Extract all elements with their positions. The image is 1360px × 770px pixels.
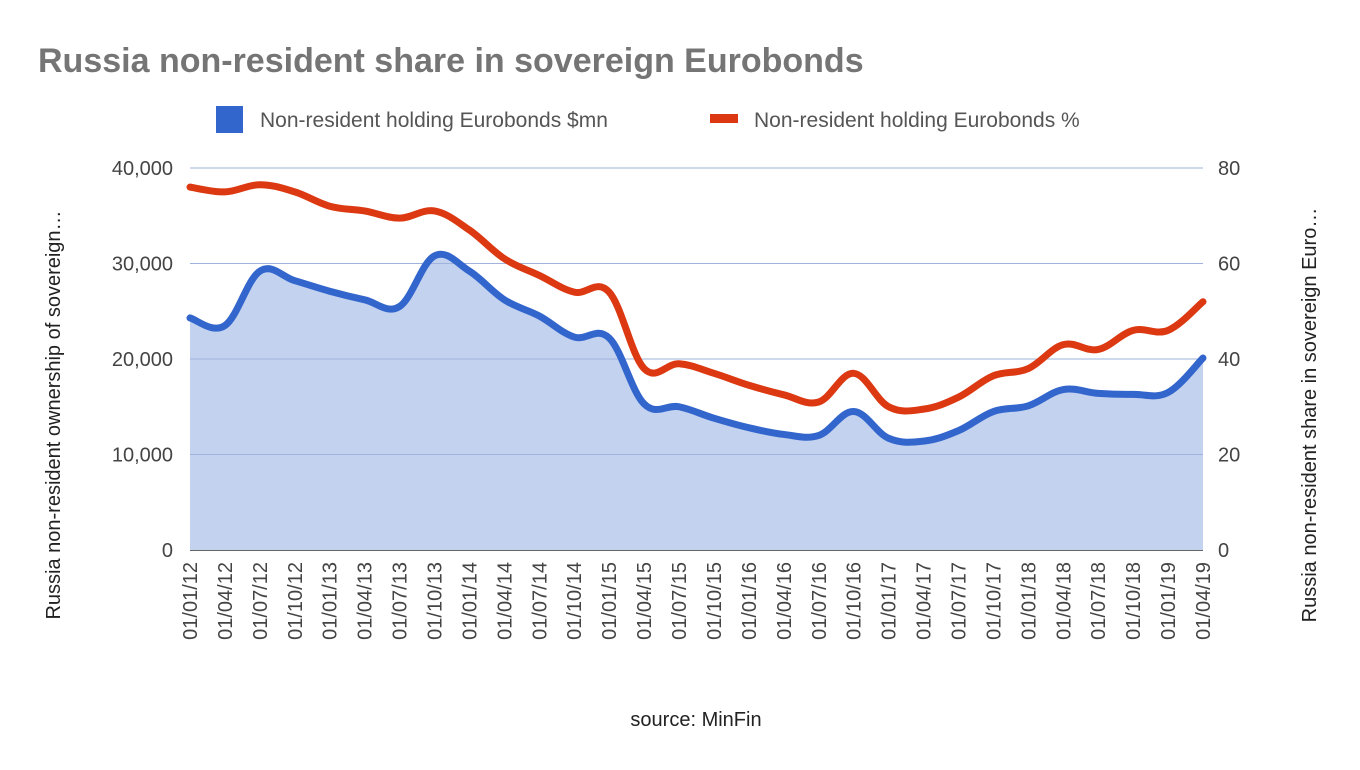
x-tick-label: 01/07/17	[948, 562, 970, 640]
series-line-share	[186, 181, 1207, 415]
left-tick-label: 20,000	[112, 349, 173, 371]
legend-label-amount: Non-resident holding Eurobonds $mn	[260, 109, 608, 132]
x-tick-label: 01/10/17	[983, 562, 1005, 640]
x-tick-label: 01/07/15	[669, 562, 691, 640]
x-tick-label: 01/07/12	[250, 562, 272, 640]
legend-swatch-area	[216, 106, 243, 133]
x-tick-label: 01/01/13	[320, 562, 342, 640]
area-layer	[190, 167, 1203, 551]
right-tick-label: 40	[1218, 349, 1240, 371]
x-tick-label: 01/07/13	[390, 562, 412, 640]
x-tick-label: 01/10/13	[425, 562, 447, 640]
line-layer	[186, 181, 1207, 446]
right-tick-label: 80	[1218, 158, 1240, 180]
x-tick-label: 01/04/13	[355, 562, 377, 640]
source-note: source: MinFin	[630, 709, 761, 731]
x-tick-label: 01/04/16	[774, 562, 796, 640]
x-tick-label: 01/01/15	[599, 562, 621, 640]
right-tick-label: 60	[1218, 254, 1240, 276]
legend-swatch-line	[710, 114, 738, 123]
x-tick-label: 01/01/17	[879, 562, 901, 640]
left-tick-label: 30,000	[112, 254, 173, 276]
x-tick-label: 01/04/18	[1053, 562, 1075, 640]
chart-title: Russia non-resident share in sovereign E…	[38, 42, 864, 80]
x-tick-label: 01/04/12	[215, 562, 237, 640]
right-tick-label: 0	[1218, 540, 1229, 562]
x-tick-label: 01/04/14	[494, 562, 516, 640]
left-axis: 0 10,000 20,000 30,000 40,000	[112, 158, 173, 562]
legend-label-share: Non-resident holding Eurobonds %	[754, 109, 1080, 132]
x-axis: 01/01/12 01/04/12 01/07/12 01/10/12 01/01/13…	[180, 562, 1215, 640]
x-tick-label: 01/07/16	[809, 562, 831, 640]
x-tick-label: 01/01/16	[739, 562, 761, 640]
x-tick-label: 01/10/16	[844, 562, 866, 640]
x-tick-label: 01/04/19	[1193, 562, 1215, 640]
right-axis-title: Russia non-resident share in sovereign E…	[1299, 208, 1321, 623]
series-line-amount	[186, 250, 1207, 446]
x-tick-label: 01/01/18	[1018, 562, 1040, 640]
x-tick-label: 01/04/17	[914, 562, 936, 640]
x-tick-label: 01/10/15	[704, 562, 726, 640]
left-tick-label: 10,000	[112, 445, 173, 467]
right-tick-label: 20	[1218, 445, 1240, 467]
x-tick-label: 01/01/12	[180, 562, 202, 640]
left-axis-title: Russia non-resident ownership of soverei…	[43, 210, 65, 619]
x-tick-label: 01/01/19	[1158, 562, 1180, 640]
x-tick-label: 01/10/12	[285, 562, 307, 640]
x-tick-label: 01/10/18	[1123, 562, 1145, 640]
x-tick-label: 01/07/14	[529, 562, 551, 640]
area-fill-amount	[190, 254, 1203, 551]
x-tick-label: 01/07/18	[1088, 562, 1110, 640]
x-tick-label: 01/01/14	[459, 562, 481, 640]
left-tick-label: 0	[162, 540, 173, 562]
right-axis: 0 20 40 60 80	[1218, 158, 1240, 562]
left-tick-label: 40,000	[112, 158, 173, 180]
x-tick-label: 01/04/15	[634, 562, 656, 640]
legend: Non-resident holding Eurobonds $mn Non-r…	[216, 106, 1080, 133]
x-tick-label: 01/10/14	[564, 562, 586, 640]
